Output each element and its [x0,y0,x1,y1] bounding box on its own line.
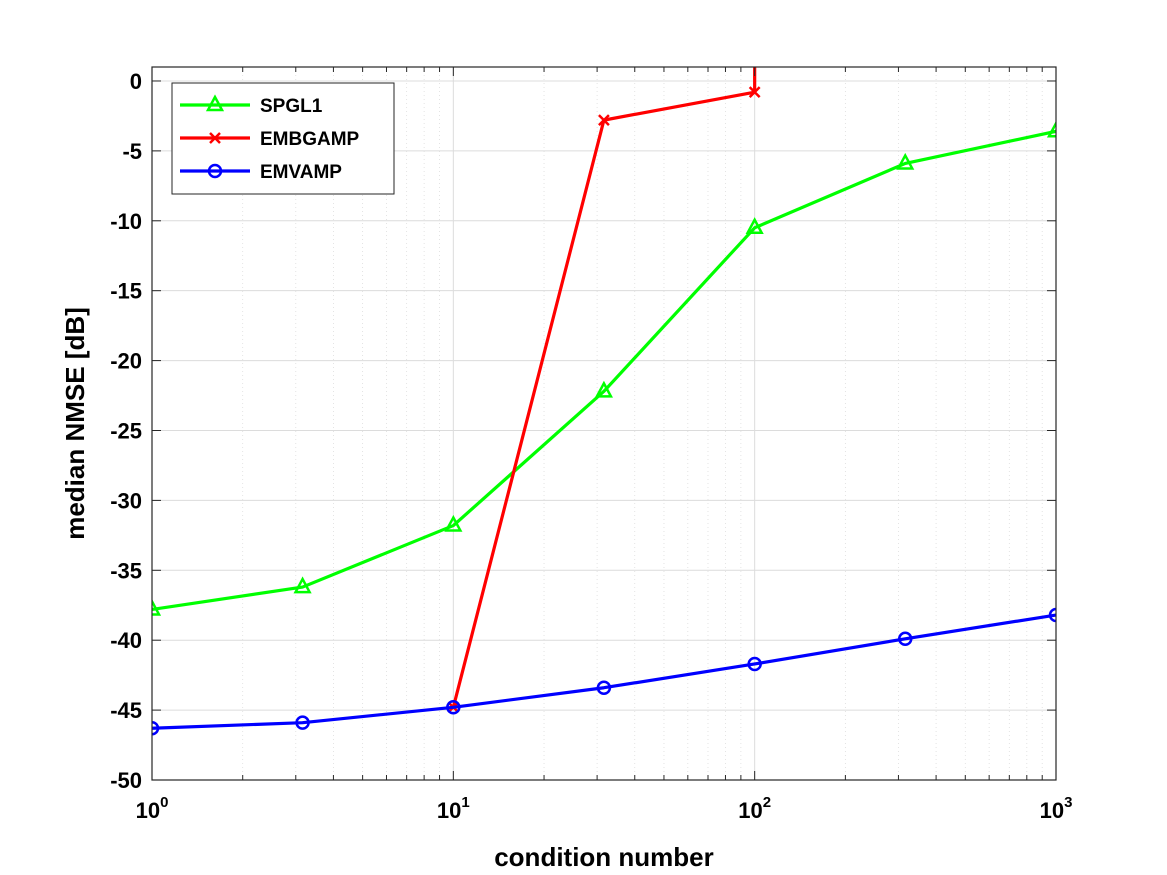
data-point-emvamp [152,721,160,736]
data-point-emvamp [596,680,612,695]
data-point-embgamp [748,86,761,99]
x-tick-label: 103 [1040,794,1073,823]
y-tick-label: -45 [110,698,142,723]
series-line-spgl1 [152,129,1056,612]
data-point-spgl1 [745,217,764,235]
legend: SPGL1 EMBGAMP EMVAMP [171,82,395,195]
data-point-embgamp [598,114,610,127]
legend-item-embgamp: EMBGAMP [180,129,360,150]
y-tick-label: -10 [110,209,142,234]
data-point-emvamp [897,631,913,647]
x-tick-label: 102 [738,794,771,823]
y-tick-label: -5 [122,139,142,164]
axes-frame [151,66,1057,781]
data-point-spgl1 [896,152,915,170]
legend-label: EMBGAMP [260,129,360,150]
legend-label: SPGL1 [260,96,323,117]
data-point-emvamp [446,700,461,715]
legend-item-spgl1: SPGL1 [180,94,323,117]
y-tick-label: -50 [110,768,142,793]
y-tick-label: -35 [110,558,142,583]
y-tick-label: -20 [110,349,142,374]
y-tick-label: -25 [110,418,142,443]
y-axis-label: median NMSE [dB] [60,307,90,540]
legend-marker [207,163,223,179]
data-point-spgl1 [444,514,463,532]
legend-item-emvamp: EMVAMP [180,162,342,183]
data-point-emvamp [295,715,310,730]
data-point-emvamp [1048,607,1056,623]
y-tick-label: -30 [110,488,142,513]
series-emvamp [152,607,1056,736]
series-line-emvamp [152,613,1056,730]
data-point-spgl1 [152,598,162,616]
legend-marker [205,94,225,112]
x-tick-label: 100 [136,794,169,823]
legend-marker [209,132,221,144]
data-point-spgl1 [594,380,613,398]
data-point-spgl1 [1046,120,1056,138]
x-tick-label: 101 [437,794,470,823]
y-tick-label: -15 [110,279,142,304]
y-tick-label: -40 [110,628,142,653]
data-point-emvamp [747,656,762,672]
y-tick-label: 0 [130,69,142,94]
data-point-spgl1 [293,576,312,594]
series-spgl1 [152,120,1056,616]
legend-label: EMVAMP [260,162,342,183]
x-axis-label: condition number [494,842,714,872]
